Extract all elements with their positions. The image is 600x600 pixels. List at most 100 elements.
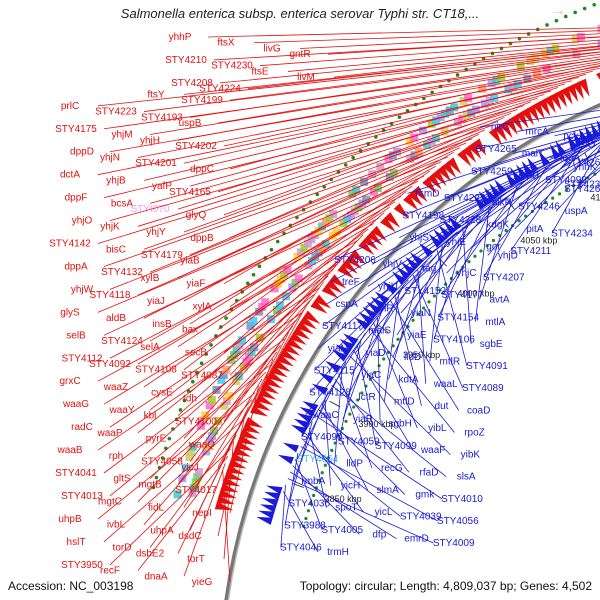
feature-block [204,442,213,451]
forward-gene-label: aldB [106,313,126,324]
reverse-gene-leader [315,415,443,500]
reverse-gene-leader [377,316,381,424]
reverse-gene-leader [322,209,485,327]
feature-block [209,426,218,435]
reverse-gene-arrow [262,498,279,507]
forward-gene-arrow [407,190,423,207]
reverse-gene-label: STY3988 [284,520,326,531]
forward-gene-arrow [432,169,447,186]
genes-label: Genes: [519,579,559,593]
reverse-gene-label: yibK [461,450,481,461]
feature-block [296,248,305,257]
feature-block [185,453,194,462]
forward-gene-arrow [345,254,363,270]
forward-gene-label: STY4223 [95,107,137,118]
feature-block [246,321,255,330]
forward-gene-leader [177,434,237,554]
feature-dot [351,155,355,160]
forward-gene-arrow [488,127,503,146]
forward-gene-label: dctA [60,170,80,181]
feature-dot [421,306,426,310]
reverse-gene-label: mtlD [394,396,415,407]
forward-gene-leader [219,45,600,84]
forward-gene-label: STY4179 [141,250,183,261]
forward-gene-arrow [499,120,513,139]
reverse-gene-label: STY4009 [433,538,475,549]
forward-gene-arrow [366,230,383,246]
feature-dot [397,115,402,119]
reverse-gene-label: yiaD [365,348,385,359]
map-title: Salmonella enterica subsp. enterica sero… [120,6,480,21]
forward-gene-arrow [572,81,584,100]
feature-block [450,103,459,112]
reverse-gene-label: lldD [404,352,421,363]
forward-gene-leader [183,378,263,508]
feature-dot [257,264,262,269]
reverse-gene-label: gntT [575,135,595,146]
forward-gene-arrow [527,104,540,123]
forward-gene-arrow [532,101,545,120]
forward-gene-label: yhjK [100,221,120,232]
forward-gene-arrow [521,107,534,126]
reverse-gene-leader [372,322,418,429]
forward-gene-arrow [299,315,317,330]
forward-gene-label: dnaA [144,571,168,582]
feature-block [453,117,462,126]
forward-gene-arrow [549,92,562,111]
reverse-gene-label: STY4265 [475,144,517,155]
forward-gene-leader [137,223,374,365]
reverse-gene-leader [301,333,366,438]
forward-gene-label: fidL [148,502,165,513]
feature-dot [411,318,415,322]
forward-gene-label: yhjW [71,284,94,295]
reverse-gene-label: STY4010 [441,494,483,505]
forward-gene-label: STY4175 [55,124,97,135]
forward-gene-leader [97,121,499,244]
feature-dot [167,436,172,441]
feature-block [481,99,490,108]
forward-gene-arrow [362,235,379,251]
forward-gene-arrow [261,382,280,394]
reverse-gene-label: STY4005 [321,525,363,536]
reverse-gene-leader [367,173,535,287]
reverse-gene-leader [577,167,600,185]
forward-gene-leader [189,83,565,187]
reverse-gene-leader [282,491,319,553]
forward-gene-label: STY4199 [181,95,223,106]
feature-dot [554,18,559,23]
feature-dot [473,254,477,258]
forward-gene-arrow [321,284,339,299]
forward-gene-leader [109,156,448,290]
feature-dot [269,247,274,252]
forward-gene-label: glyQ [186,210,207,221]
feature-block [597,39,600,48]
forward-gene-label: pyrE [146,434,167,445]
forward-gene-label: torD [113,543,132,554]
reverse-gene-leader [407,132,600,194]
feature-dot [178,408,183,412]
forward-gene-arrow [504,117,518,135]
forward-gene-label: bisC [106,244,126,255]
forward-gene-label: uspB [179,118,202,129]
length-value: 4,809,037 bp [443,579,514,593]
kbp-tick-label: 4000 kbp [457,288,494,298]
reverse-gene-label: waaL [433,379,458,390]
forward-gene-label: dppA [64,261,88,272]
feature-block [173,490,182,499]
kbp-tick-label: 4050 kbp [520,235,557,245]
reverse-gene-arrow [400,261,415,276]
reverse-gene-label: yhhK [574,162,597,173]
feature-block [294,274,303,283]
reverse-gene-leader [433,222,469,340]
reverse-gene-label: mtlR [440,357,461,368]
feature-dot [551,196,555,200]
feature-block [199,416,208,425]
feature-block [311,252,320,261]
feature-block [222,365,231,374]
reverse-gene-leader [334,367,343,464]
reverse-gene-label: treF [342,277,360,288]
feature-dot [330,448,334,452]
feature-dot [154,475,159,480]
feature-dot [373,370,377,375]
